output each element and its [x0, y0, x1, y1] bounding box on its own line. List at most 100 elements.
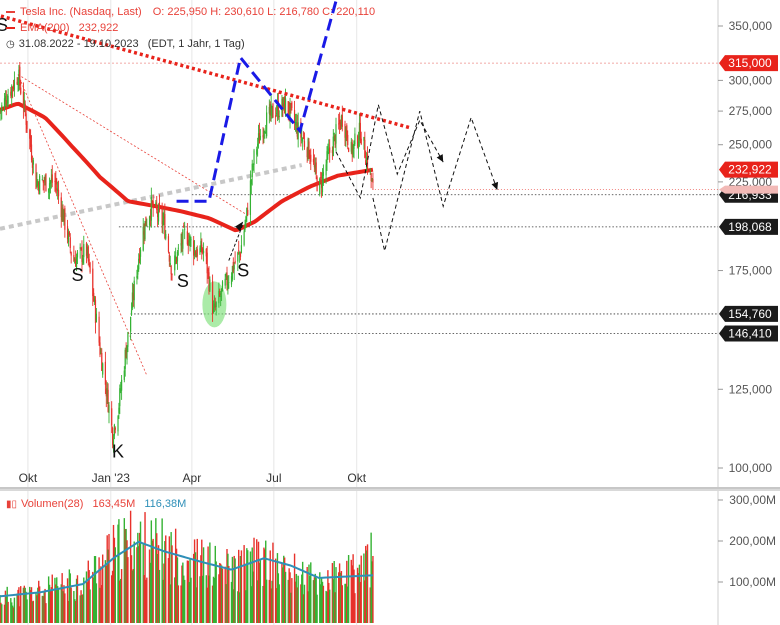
volume-bar	[335, 567, 337, 623]
candle-body	[175, 257, 177, 259]
volume-bar	[207, 546, 209, 623]
candle-body	[88, 259, 90, 262]
candle-body	[29, 129, 31, 139]
candle-body	[275, 112, 278, 114]
candle-body	[80, 248, 82, 249]
volume-bar	[19, 606, 21, 623]
volume-bar	[156, 553, 159, 623]
volume-bar	[302, 594, 305, 623]
volume-bar	[107, 549, 109, 623]
volume-bar	[88, 570, 90, 623]
volume-bar	[49, 590, 52, 623]
candle-body	[121, 379, 123, 391]
candle-body	[69, 237, 71, 248]
candle-body	[189, 235, 191, 243]
volume-bar	[54, 577, 56, 623]
volume-bar	[257, 541, 260, 623]
volume-bar	[43, 592, 45, 623]
volume-bar	[26, 599, 28, 623]
price-tag-label: 315,000	[728, 56, 772, 70]
volume-bar	[219, 563, 222, 623]
candle-body	[43, 180, 45, 183]
candle-body	[142, 226, 144, 251]
candle-body	[145, 216, 147, 227]
volume-bar	[300, 584, 302, 623]
volume-bar	[331, 563, 334, 623]
candle-body	[130, 310, 133, 316]
candle-body	[295, 121, 297, 126]
candle-body	[75, 257, 78, 269]
candle-body	[12, 84, 15, 89]
candle-body	[215, 302, 217, 308]
volume-bar	[321, 581, 324, 623]
volume-bar	[18, 587, 20, 623]
volume-ma-line	[0, 540, 373, 598]
candle-body	[284, 98, 287, 116]
candle-body	[93, 298, 96, 303]
volume-bar	[137, 532, 139, 623]
candle-body	[132, 293, 134, 300]
candle-body	[232, 261, 234, 272]
candle-body	[64, 208, 66, 230]
volume-bar	[354, 593, 356, 623]
volume-bar	[275, 588, 278, 623]
last-close-tag	[719, 185, 778, 194]
volume-bar	[282, 567, 284, 623]
volume-bar	[212, 576, 215, 623]
candle-body	[354, 133, 356, 144]
candle-body	[314, 164, 316, 169]
volume-bar	[265, 540, 267, 623]
volume-bar	[119, 580, 121, 623]
volume-bar	[258, 562, 261, 623]
volume-bar	[186, 560, 189, 623]
volume-bar	[220, 565, 223, 623]
volume-bar	[73, 590, 75, 623]
volume-bar	[194, 552, 197, 623]
candle-body	[161, 208, 163, 225]
candle-body	[51, 174, 53, 183]
candle-body	[205, 249, 207, 257]
candle-body	[22, 91, 25, 109]
volume-bar	[62, 591, 64, 623]
candle-body	[276, 102, 279, 111]
volume-bar	[50, 587, 53, 623]
volume-bar	[226, 549, 228, 623]
candle-body	[230, 276, 233, 285]
candle-body	[106, 388, 108, 395]
volume-bar	[123, 518, 126, 623]
volume-bar	[118, 519, 120, 623]
candle-body	[351, 142, 353, 156]
volume-bar	[85, 571, 88, 623]
volume-bar	[264, 549, 266, 623]
candle-body	[126, 345, 128, 360]
volume-bar	[314, 573, 316, 623]
volume-bar	[202, 547, 205, 623]
candle-body	[224, 278, 226, 286]
x-tick-label: Jul	[266, 471, 281, 485]
volume-bar	[38, 586, 41, 623]
volume-bar	[215, 561, 217, 623]
candle-body	[322, 171, 324, 176]
candle-body	[266, 112, 268, 137]
volume-bar	[5, 594, 8, 623]
volume-bar	[44, 588, 46, 623]
candle-body	[264, 132, 266, 134]
candle-body	[369, 171, 371, 173]
candle-body	[79, 247, 81, 249]
candle-body	[359, 122, 361, 142]
volume-bar	[277, 573, 280, 623]
candle-body	[114, 427, 116, 430]
volume-bar	[104, 560, 107, 623]
candle-body	[19, 66, 21, 86]
candle-body	[48, 188, 50, 193]
volume-bar	[230, 581, 233, 623]
volume-bar	[259, 560, 262, 623]
candle-body	[1, 105, 3, 112]
candle-body	[193, 248, 196, 256]
candle-body	[319, 178, 321, 195]
volume-bar	[144, 512, 146, 623]
candle-body	[332, 136, 334, 157]
candle-body	[347, 134, 349, 146]
candle-body	[238, 250, 240, 252]
candle-body	[345, 128, 347, 141]
